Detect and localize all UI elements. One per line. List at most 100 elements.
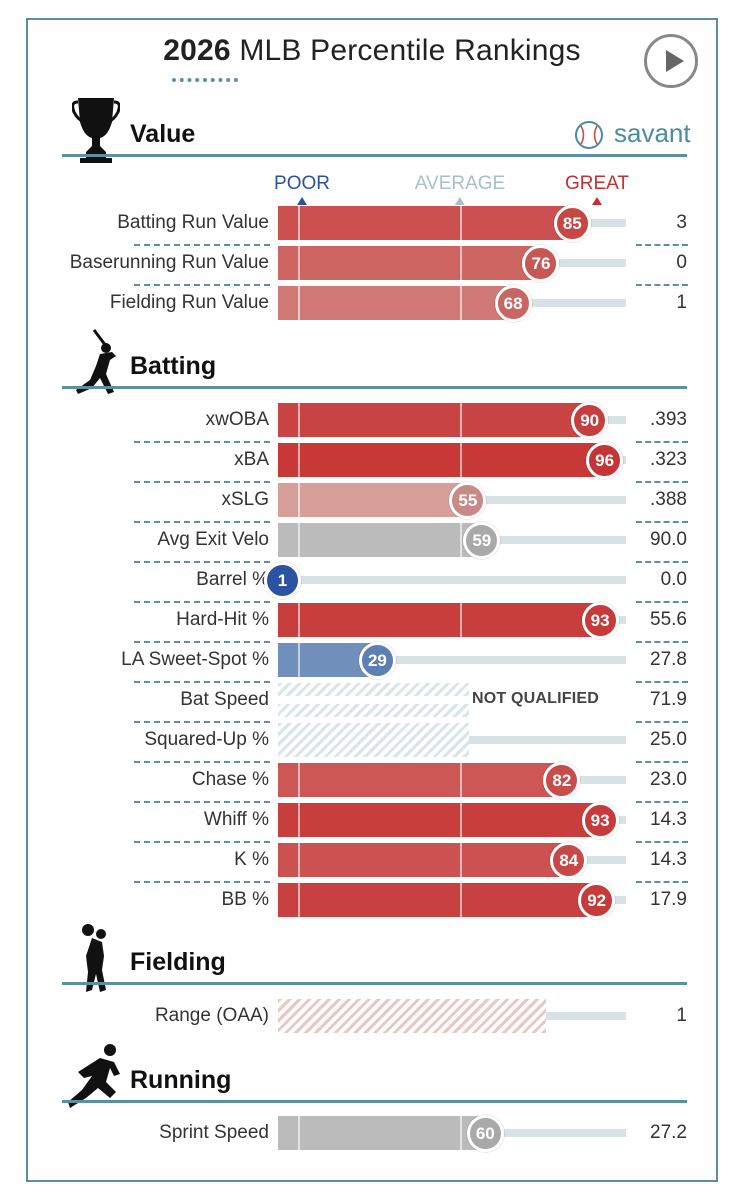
bar-gridline-poor [298,1116,300,1150]
card-frame [26,18,718,1182]
row-separator-right [636,441,688,443]
bar-gridline-poor [298,603,300,637]
metric-label: xSLG [221,489,269,510]
percentile-track [278,656,626,664]
row-separator-left [134,441,270,443]
row-separator-right [636,841,688,843]
section-divider-running [62,1100,687,1103]
metric-value: 71.9 [650,689,687,710]
percentile-bar [278,483,470,517]
section-title-value: Value [130,120,196,148]
percentile-bar [278,206,574,240]
hatched-bar [278,999,546,1033]
bar-gridline-poor [298,643,300,677]
row-separator-right [636,681,688,683]
metric-value: .393 [650,409,687,430]
percentile-bar [278,286,515,320]
metric-value: 17.9 [650,889,687,910]
metric-value: 27.2 [650,1122,687,1143]
row-separator-left [134,641,270,643]
legend-average: AVERAGE [415,173,505,205]
metric-value: .323 [650,449,687,470]
bar-gridline-poor [298,246,300,280]
bar-gridline-average [460,763,462,797]
percentile-bubble: 85 [553,205,591,242]
percentile-bubble: 59 [463,522,501,559]
section-divider-value [62,154,687,157]
legend-average-arrow [455,197,465,205]
bar-gridline-average [460,523,462,557]
row-separator-left [134,521,270,523]
bar-gridline-average [460,443,462,477]
section-title-batting: Batting [130,352,217,380]
section-divider-batting [62,386,687,389]
bar-gridline-average [460,286,462,320]
metric-label: Avg Exit Velo [157,529,269,550]
fielder-icon [82,924,106,992]
row-separator-left [134,601,270,603]
metric-label: K % [234,849,269,870]
row-separator-left [134,761,270,763]
legend-great: GREAT [565,173,629,205]
baseball-icon [575,121,603,149]
metric-label: Whiff % [203,809,269,830]
batter-icon [76,329,116,394]
percentile-bar [278,443,607,477]
percentile-bubble: 68 [494,285,532,322]
metric-label: LA Sweet-Spot % [121,649,269,670]
metric-label: BB % [221,889,269,910]
brand-name: savant [614,118,691,148]
bar-gridline-poor [298,403,300,437]
metric-value: 3 [676,212,687,233]
not-qualified-label: NOT QUALIFIED [472,690,600,707]
row-separator-right [636,641,688,643]
legend-great-arrow [591,197,602,205]
percentile-bubble: 93 [581,802,619,839]
row-separator-right [636,561,688,563]
row-separator-right [636,761,688,763]
section-title-running: Running [130,1066,232,1094]
bar-gridline-average [460,246,462,280]
page-title: 2026 MLB Percentile Rankings [0,34,744,68]
metric-label: xBA [234,449,269,470]
metric-value: 25.0 [650,729,687,750]
row-separator-left [134,284,270,286]
metric-label: Squared-Up % [144,729,269,750]
section-divider-fielding [62,982,687,985]
row-separator-left [134,841,270,843]
percentile-bar [278,523,484,557]
bar-gridline-poor [298,803,300,837]
percentile-bar [278,403,592,437]
row-separator-right [636,881,688,883]
legend-poor-label: POOR [274,173,330,194]
metric-value: 23.0 [650,769,687,790]
metric-label: xwOBA [205,409,269,430]
section-title-fielding: Fielding [130,948,226,976]
row-separator-right [636,801,688,803]
percentile-bubble: 1 [264,562,301,599]
bar-gridline-average [460,1116,462,1150]
metric-label: Fielding Run Value [109,292,269,313]
metric-value: 27.8 [650,649,687,670]
percentile-bubble: 82 [543,762,581,799]
row-separator-left [134,244,270,246]
percentile-bubble: 92 [578,882,616,919]
metric-value: 1 [676,1005,687,1026]
legend-average-label: AVERAGE [414,173,506,194]
row-separator-left [134,881,270,883]
row-separator-right [636,521,688,523]
row-separator-left [134,721,270,723]
percentile-track [278,576,626,584]
play-icon [666,50,684,72]
bar-gridline-poor [298,843,300,877]
percentile-bar [278,603,602,637]
metric-value: 1 [676,292,687,313]
bar-gridline-poor [298,206,300,240]
row-separator-left [134,561,270,563]
metric-value: 55.6 [650,609,687,630]
metric-label: Hard-Hit % [176,609,269,630]
bar-gridline-average [460,206,462,240]
play-button[interactable] [644,34,698,88]
row-separator-right [636,284,688,286]
percentile-bar [278,843,571,877]
